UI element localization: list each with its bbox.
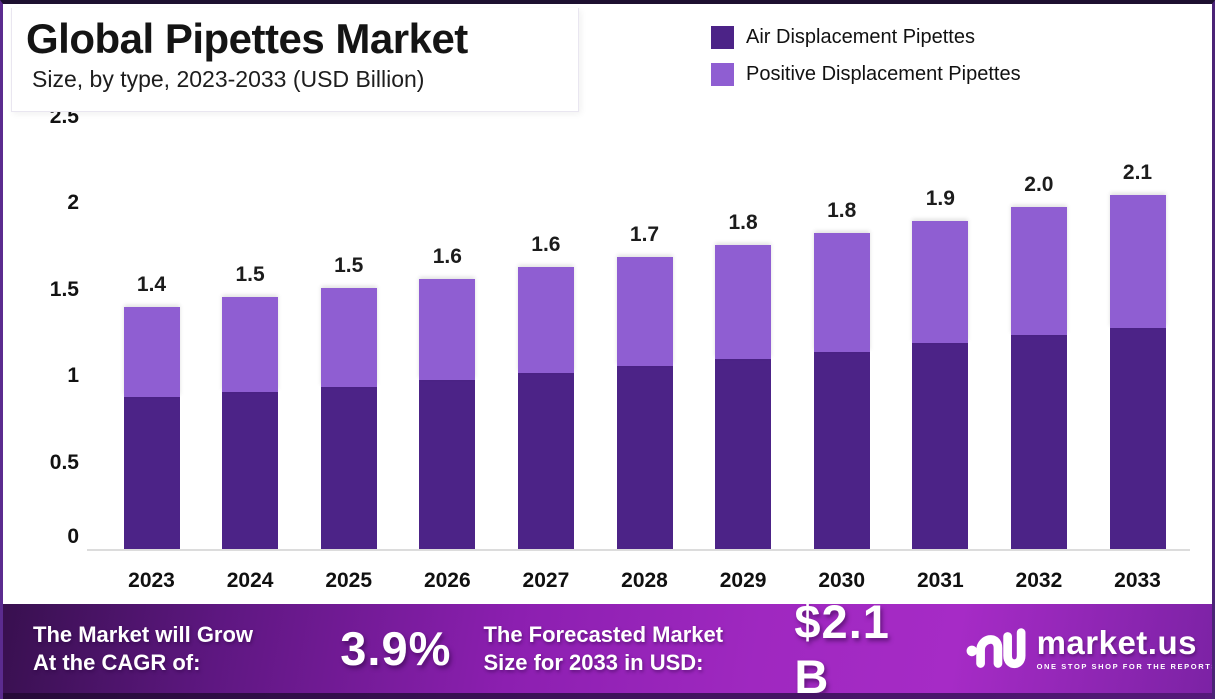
bar-segment-positive-2027 [517, 267, 574, 373]
bar-segment-air-2030 [813, 352, 870, 549]
x-tick-2030: 2030 [818, 569, 866, 592]
bar-segment-air-2028 [616, 365, 673, 549]
bar-segment-air-2033 [1109, 327, 1166, 549]
y-tick-0: 0 [67, 525, 79, 548]
bar-segment-air-2023 [123, 396, 180, 549]
y-tick-2: 2 [67, 191, 79, 215]
x-tick-2025: 2025 [325, 569, 373, 592]
bar-segment-positive-2028 [616, 256, 673, 366]
bar-segment-positive-2025 [320, 288, 377, 387]
bar-segment-air-2026 [419, 379, 476, 549]
bar-segment-air-2027 [517, 372, 574, 549]
chart-legend: Air Displacement Pipettes Positive Displ… [711, 26, 1021, 100]
bar-segment-air-2032 [1010, 334, 1067, 549]
x-tick-2023: 2023 [128, 569, 175, 592]
x-tick-2033: 2033 [1114, 569, 1161, 592]
legend-swatch-positive-icon [711, 63, 734, 86]
x-tick-2029: 2029 [719, 569, 767, 592]
marketus-logo-icon [966, 627, 1026, 668]
legend-label-positive: Positive Displacement Pipettes [746, 63, 1021, 85]
logo-tagline: ONE STOP SHOP FOR THE REPORTS [1036, 662, 1215, 671]
x-tick-2026: 2026 [423, 569, 471, 592]
bar-segment-positive-2033 [1109, 194, 1166, 328]
bar-total-label-2030: 1.8 [827, 198, 857, 222]
bar-segment-air-2031 [912, 343, 969, 549]
bar-total-label-2026: 1.6 [432, 245, 462, 269]
bar-segment-air-2029 [715, 358, 772, 549]
bar-chart: 1.4 1.5 1.5 1.6 1.6 1.7 1.8 1.8 1.9 2.0 2.1 0 0.5 1 1… [3, 4, 1212, 604]
x-axis-line [87, 549, 1190, 551]
cagr-label: The Market will Grow At the CAGR of: [33, 622, 254, 675]
bar-segment-positive-2026 [419, 279, 476, 380]
x-tick-2028: 2028 [621, 569, 668, 592]
y-tick-1: 1 [67, 364, 79, 388]
logo-wordmark: market.us [1036, 624, 1197, 661]
bar-segment-positive-2030 [813, 232, 870, 352]
y-tick-0.5: 0.5 [49, 450, 79, 474]
bar-total-label-2032: 2.0 [1024, 172, 1054, 196]
bar-total-label-2031: 1.9 [925, 186, 955, 210]
title-card: Global Pipettes Market Size, by type, 20… [11, 8, 579, 112]
legend-item-air: Air Displacement Pipettes [711, 26, 1021, 49]
forecast-label: The Forecasted Market Size for 2033 in U… [483, 622, 724, 675]
bar-segment-air-2025 [320, 386, 377, 549]
bar-total-label-2027: 1.6 [531, 233, 561, 257]
footer-banner: The Market will Grow At the CAGR of: 3.9… [3, 595, 1215, 699]
footer-shadow-strip [3, 693, 1212, 699]
legend-label-air: Air Displacement Pipettes [746, 26, 975, 48]
bar-total-label-2028: 1.7 [629, 222, 660, 246]
bar-total-label-2029: 1.8 [728, 210, 758, 234]
bar-segment-air-2024 [222, 391, 279, 549]
bar-total-label-2023: 1.4 [136, 273, 167, 297]
page-subtitle: Size, by type, 2023-2033 (USD Billion) [32, 66, 425, 93]
page-title: Global Pipettes Market [26, 15, 468, 62]
bar-total-label-2033: 2.1 [1122, 160, 1153, 184]
x-tick-2024: 2024 [226, 569, 274, 592]
bar-total-label-2024: 1.5 [235, 262, 265, 286]
bar-segment-positive-2031 [912, 220, 969, 344]
cagr-value: 3.9% [340, 622, 452, 675]
y-tick-1.5: 1.5 [49, 277, 79, 301]
bar-segment-positive-2029 [715, 244, 772, 359]
legend-swatch-air-icon [711, 26, 734, 49]
x-tick-2027: 2027 [522, 569, 570, 592]
bar-segment-positive-2024 [222, 296, 279, 392]
marketus-logo: market.us ONE STOP SHOP FOR THE REPORTS [965, 621, 1215, 677]
x-tick-2032: 2032 [1015, 569, 1063, 592]
bar-total-label-2025: 1.5 [334, 254, 364, 278]
forecast-value: $2.1 B [794, 594, 890, 699]
x-tick-2031: 2031 [916, 569, 964, 592]
bar-segment-positive-2023 [123, 307, 180, 397]
legend-item-positive: Positive Displacement Pipettes [711, 63, 1021, 86]
bar-segment-positive-2032 [1010, 206, 1067, 335]
